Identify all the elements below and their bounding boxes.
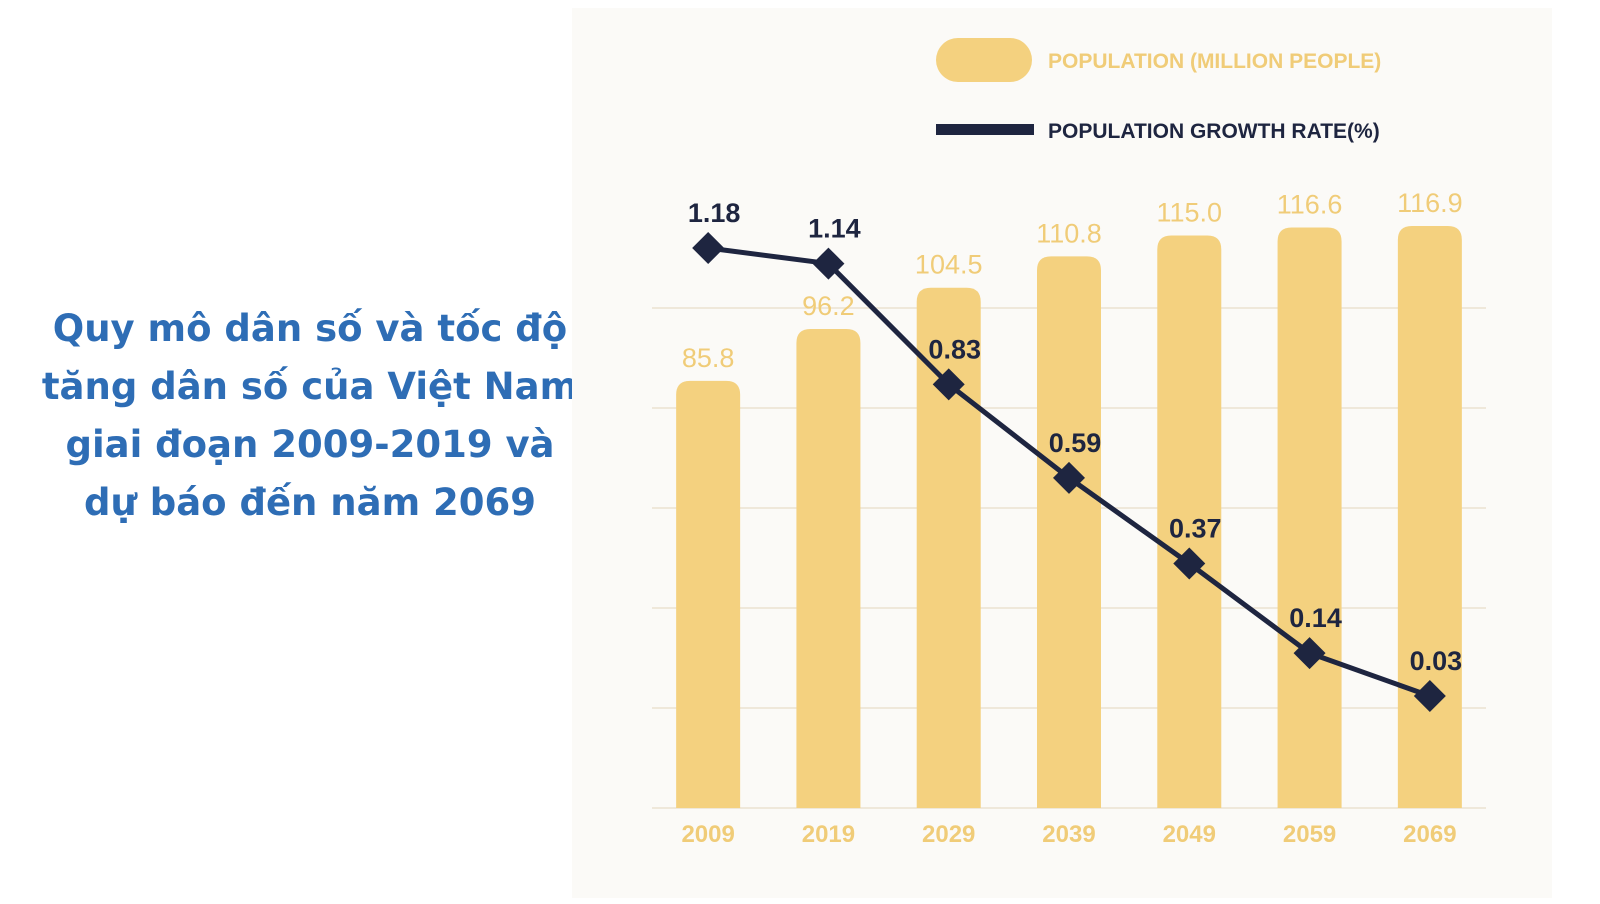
bar [1277,227,1342,808]
bar [916,287,981,808]
bar-series [676,226,1462,809]
point-value-label: 0.59 [1049,428,1102,458]
bar [676,380,741,808]
legend-line-label: POPULATION GROWTH RATE(%) [1048,120,1380,143]
line-point [932,368,965,401]
bar-value-label: 116.9 [1397,188,1463,218]
bar-value-label: 110.8 [1036,218,1102,248]
bar [1037,256,1101,809]
line-point [812,247,845,280]
x-tick-label: 2009 [681,821,734,848]
bar-value-label: 85.8 [682,343,735,373]
x-tick-label: 2039 [1042,821,1095,848]
point-value-label: 0.14 [1289,603,1342,633]
bar-value-label: 96.2 [802,291,855,321]
line-series [692,232,1446,712]
point-value-label: 0.83 [928,334,981,364]
bar-value-label: 116.6 [1277,189,1343,219]
bar-value-label: 115.0 [1157,197,1223,227]
x-tick-label: 2049 [1163,821,1216,848]
bar [796,329,861,808]
x-tick-label: 2019 [802,821,855,848]
line-point [1173,547,1206,580]
line-point [1053,461,1085,494]
legend: POPULATION (MILLION PEOPLE) POPULATION G… [936,38,1381,143]
point-value-label: 1.14 [808,214,861,244]
legend-line-swatch [936,124,1034,135]
x-tick-label: 2029 [922,821,975,848]
line-point [1293,637,1326,670]
line-point [1413,680,1446,712]
bar [1397,226,1462,808]
x-tick-label: 2059 [1283,821,1336,848]
legend-bar-swatch [936,38,1032,82]
point-value-label: 1.18 [688,198,741,228]
x-tick-label: 2069 [1403,821,1456,848]
bar [1157,235,1222,809]
page-title: Quy mô dân số và tốc độ tăng dân số của … [41,307,579,524]
labels: 85.8 2009 96.2 2019 104.5 2029 110.8 2039 115.0 2… [681,188,1462,848]
point-value-label: 0.03 [1410,646,1463,676]
legend-bar-label: POPULATION (MILLION PEOPLE) [1048,50,1381,73]
bar-value-label: 104.5 [915,250,983,280]
point-value-label: 0.37 [1169,514,1222,544]
line-point [692,232,725,264]
